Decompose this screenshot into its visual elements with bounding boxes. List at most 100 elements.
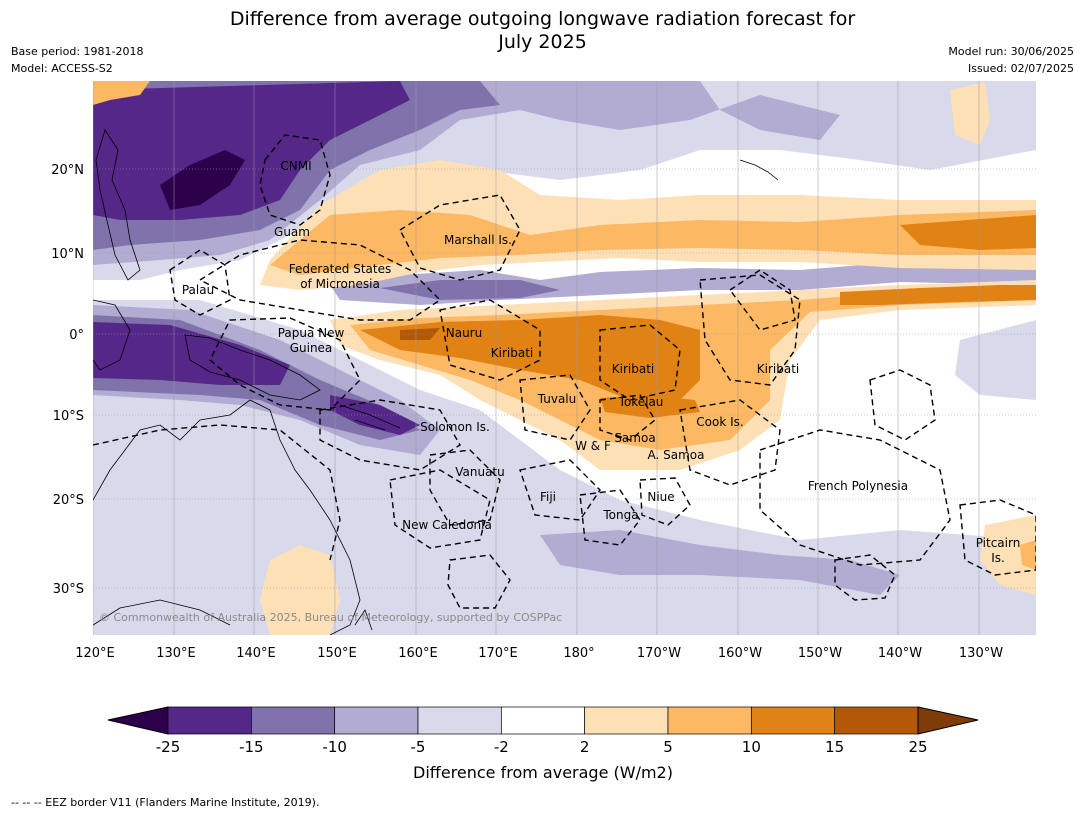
- chart-title: Difference from average outgoing longwav…: [0, 8, 1085, 54]
- eez-kiribati-w: [439, 299, 541, 381]
- eez-fsm: [198, 239, 442, 321]
- model-run: Model run: 30/06/2025: [948, 45, 1074, 58]
- colorbar-segment-7: [750, 706, 836, 735]
- eez-solomon: [319, 399, 461, 471]
- lon-label-10: 140°W: [878, 646, 922, 661]
- region-label-fsm-2: of Micronesia: [300, 277, 380, 291]
- colorbar-segment-1: [250, 706, 336, 735]
- coast-borneo: [93, 299, 131, 371]
- region-label-kiribati-c: Kiribati: [612, 362, 654, 376]
- colorbar-segment-3: [417, 706, 502, 735]
- lon-label-4: 160°E: [398, 646, 438, 661]
- lon-label-0: 120°E: [75, 646, 115, 661]
- lon-label-7: 170°W: [637, 646, 681, 661]
- region-label-tonga: Tonga: [602, 508, 638, 522]
- region-label-nauru: Nauru: [446, 326, 482, 340]
- coast-new-guinea: [184, 334, 321, 401]
- eez-line-is: [728, 269, 796, 331]
- field-nw-pos: [93, 81, 150, 105]
- eez-fiji: [519, 459, 601, 521]
- region-label-kiribati-w: Kiribati: [491, 346, 533, 360]
- positive-anomaly-fields: [93, 81, 1036, 635]
- eez-lord-howe: [447, 554, 511, 609]
- region-label-solomon: Solomon Is.: [420, 420, 490, 434]
- colorbar-tick-8: 15: [825, 738, 844, 756]
- region-label-png-2: Guinea: [290, 341, 333, 355]
- lon-label-5: 170°E: [478, 646, 518, 661]
- region-label-tuvalu: Tuvalu: [537, 392, 577, 406]
- region-label-wf: W & F: [575, 439, 611, 453]
- eez-cnmi: [259, 134, 331, 226]
- region-label-pitcairn-2: Is.: [991, 551, 1005, 565]
- colorbar-below-triangle: [107, 706, 169, 735]
- eez-french-polynesia: [759, 429, 951, 566]
- colorbar-tick-1: -15: [239, 738, 264, 756]
- region-label-guam: Guam: [274, 225, 310, 239]
- colorbar-tick-7: 10: [742, 738, 761, 756]
- title-line-2: July 2025: [498, 31, 587, 53]
- region-label-tokelau: Tokelau: [618, 395, 664, 409]
- lon-label-6: 180°: [563, 646, 594, 661]
- lon-label-11: 130°W: [959, 646, 1003, 661]
- colorbar-above-triangle: [917, 706, 979, 735]
- meta-left: Base period: 1981-2018 Model: ACCESS-S2: [11, 43, 143, 77]
- colorbar-segment-8: [834, 706, 919, 735]
- colorbar-tick-5: 2: [580, 738, 590, 756]
- region-label-png-1: Papua New: [278, 326, 345, 340]
- latitude-axis: 20°N 10°N 0° 10°S 20°S 30°S: [51, 163, 84, 597]
- eez-cook: [679, 399, 781, 486]
- colorbar-tick-2: -10: [322, 738, 347, 756]
- colorbar-segment-4: [500, 706, 586, 735]
- lat-label-4: 20°S: [53, 493, 84, 508]
- colorbar-tick-9: 25: [908, 738, 927, 756]
- lon-label-1: 130°E: [156, 646, 196, 661]
- copyright-notice: © Commonwealth of Australia 2025, Bureau…: [99, 611, 562, 624]
- colorbar-tick-3: -5: [411, 738, 426, 756]
- field-south-mid: [540, 530, 900, 595]
- model-name: Model: ACCESS-S2: [11, 62, 113, 75]
- field-north-core: [160, 150, 245, 210]
- lon-label-8: 160°W: [718, 646, 762, 661]
- field-southeast-light: [955, 320, 1036, 400]
- region-label-vanuatu: Vanuatu: [455, 465, 505, 479]
- lat-label-3: 10°S: [53, 409, 84, 424]
- colorbar-tick-labels: -25 -15 -10 -5 -2 2 5 10 15 25: [156, 738, 928, 756]
- eez-palau: [169, 249, 231, 316]
- lon-label-9: 150°W: [798, 646, 842, 661]
- graticule: [93, 81, 1036, 635]
- field-tokelau-dark: [600, 395, 700, 418]
- region-label-pitcairn-1: Pitcairn: [976, 536, 1021, 550]
- eez-marshall: [399, 194, 521, 281]
- region-label-niue: Niue: [647, 490, 674, 504]
- eez-tuvalu: [519, 374, 591, 441]
- eez-new-caledonia: [389, 469, 491, 549]
- longitude-axis: 120°E 130°E 140°E 150°E 160°E 170°E 180° 170°W 1…: [75, 646, 1003, 661]
- region-label-fiji: Fiji: [540, 490, 556, 504]
- coast-australia: [93, 399, 361, 635]
- region-label-marshall: Marshall Is.: [444, 233, 512, 247]
- field-equatorial-band-dark: [380, 280, 560, 300]
- eez-borders: [93, 134, 1036, 609]
- colorbar-segment-2: [334, 706, 419, 735]
- region-label-new-caledonia: New Caledonia: [402, 518, 492, 532]
- field-northeast-pos: [950, 82, 990, 145]
- region-label-cook: Cook Is.: [696, 415, 743, 429]
- colorbar-tick-0: -25: [156, 738, 181, 756]
- colorbar-segment-6: [667, 706, 752, 735]
- lat-label-2: 0°: [69, 328, 84, 343]
- field-pitcairn-pos: [980, 515, 1036, 595]
- field-east-pos-dark: [840, 285, 1036, 305]
- meta-right: Model run: 30/06/2025 Issued: 02/07/2025: [948, 43, 1074, 77]
- eez-niue: [639, 477, 691, 526]
- region-label-cnmi: CNMI: [280, 159, 311, 173]
- eez-pitcairn: [959, 499, 1036, 576]
- eez-marquesas: [869, 369, 936, 441]
- eez-kiribati-e: [699, 274, 801, 386]
- field-north-pos-mid: [270, 210, 1036, 275]
- base-period: Base period: 1981-2018: [11, 45, 144, 58]
- colorbar-segment-0: [167, 706, 252, 735]
- region-label-kiribati-e: Kiribati: [757, 362, 799, 376]
- field-australia-pos: [260, 545, 340, 635]
